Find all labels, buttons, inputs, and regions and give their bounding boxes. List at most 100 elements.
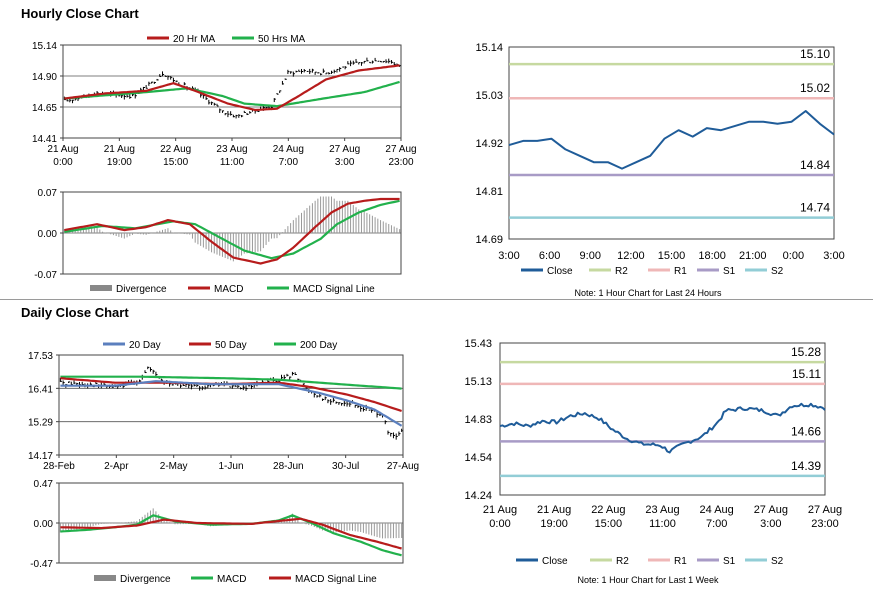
daily-levels-xtick-label: 21 Aug — [537, 504, 571, 516]
hourly-levels-xtick-label: 3:00 — [498, 250, 519, 262]
hourly-level-s2-label: 14.74 — [800, 201, 830, 215]
hourly-levels-xtick-label: 21:00 — [739, 250, 767, 262]
daily-levels-xtick-label: 0:00 — [489, 518, 510, 530]
daily-ma-xtick-label: 30-Jul — [332, 461, 359, 472]
daily-macd-legend-swatch — [94, 575, 116, 581]
daily-ma-xtick-label: 28-Feb — [43, 461, 75, 472]
hourly-section-title: Hourly Close Chart — [21, 6, 139, 21]
daily-ma-xtick-label: 28-Jun — [273, 461, 304, 472]
daily-levels-legend-label: R1 — [674, 556, 687, 567]
daily-levels-xtick-label: 21 Aug — [483, 504, 517, 516]
hourly-ma-frame — [62, 44, 402, 139]
daily-levels-note: Note: 1 Hour Chart for Last 1 Week — [578, 575, 719, 585]
hourly-levels-xtick-label: 3:00 — [823, 250, 844, 262]
daily-ma-xtick-label: 2-Apr — [104, 461, 129, 472]
hourly-ma-legend-label: 20 Hr MA — [173, 34, 216, 45]
hourly-levels-xtick-label: 6:00 — [539, 250, 560, 262]
daily-levels-xtick-label: 22 Aug — [591, 504, 625, 516]
hourly-levels-ytick-label: 14.92 — [475, 138, 503, 150]
daily-levels-xtick-label: 11:00 — [649, 518, 676, 530]
daily-level-r1-label: 15.11 — [792, 367, 821, 381]
daily-levels-legend-label: R2 — [616, 556, 629, 567]
hourly-level-s1-label: 14.84 — [800, 158, 830, 172]
section-divider — [0, 299, 873, 300]
hourly-macd-line — [64, 197, 400, 265]
hourly-levels-legend-label: Close — [547, 266, 573, 277]
hourly-macd-frame — [62, 191, 402, 275]
daily-ma-ytick-label: 17.53 — [28, 351, 53, 362]
daily-levels-xtick-label: 19:00 — [540, 518, 568, 530]
hourly-levels-ytick-label: 14.69 — [475, 234, 503, 246]
hourly-ma-xtick-label: 21 Aug — [104, 144, 135, 155]
hourly-macd-ytick-label: 0.07 — [38, 188, 58, 199]
hourly-levels-xtick-label: 9:00 — [580, 250, 601, 262]
daily-levels-xtick-label: 27 Aug — [808, 504, 842, 516]
hourly-levels-ytick-label: 15.14 — [475, 42, 503, 54]
hourly-ma-xtick-label: 27 Aug — [329, 144, 360, 155]
hourly-ma-xtick-label: 21 Aug — [47, 144, 78, 155]
daily-ma-legend-label: 20 Day — [129, 340, 161, 351]
daily-levels-xtick-label: 7:00 — [706, 518, 727, 530]
hourly-levels-frame — [508, 46, 835, 240]
daily-levels-legend-label: Close — [542, 556, 568, 567]
hourly-ma-xtick-label: 27 Aug — [385, 144, 416, 155]
hourly-macd-legend-swatch — [90, 285, 112, 291]
hourly-ma-xtick-label: 24 Aug — [273, 144, 304, 155]
daily-macd-legend-label: Divergence — [120, 574, 171, 585]
daily-macd-legend-label: MACD — [217, 574, 246, 585]
hourly-ma-ytick-label: 14.65 — [32, 103, 57, 114]
hourly-levels-legend-label: S1 — [723, 266, 736, 277]
hourly-ma20-line — [64, 64, 400, 112]
daily-levels-ytick-label: 14.24 — [464, 490, 492, 502]
hourly-ma-xtick-label: 11:00 — [220, 157, 245, 168]
daily-ma-ytick-label: 16.41 — [28, 384, 53, 395]
hourly-ma-xtick-label: 0:00 — [53, 157, 73, 168]
daily-macd-signal-line — [60, 517, 402, 550]
hourly-ma-xtick-label: 23 Aug — [216, 144, 247, 155]
hourly-ma-xtick-label: 15:00 — [163, 157, 188, 168]
daily-ma-legend-label: 50 Day — [215, 340, 247, 351]
daily-levels-xtick-label: 23:00 — [811, 518, 839, 530]
daily-ma-frame — [58, 354, 404, 456]
daily-levels-ytick-label: 14.83 — [464, 414, 492, 426]
daily-macd-ytick-label: -0.47 — [30, 559, 53, 570]
daily-levels-legend-label: S2 — [771, 556, 784, 567]
daily-levels-legend-label: S1 — [723, 556, 736, 567]
daily-ma-xtick-label: 1-Jun — [218, 461, 243, 472]
daily-macd-ytick-label: 0.47 — [34, 479, 54, 490]
hourly-macd-ytick-label: 0.00 — [38, 229, 58, 240]
daily-macd-ytick-label: 0.00 — [34, 519, 54, 530]
hourly-ma-legend-label: 50 Hrs MA — [258, 34, 306, 45]
hourly-ma-xtick-label: 7:00 — [279, 157, 299, 168]
daily-macd-line — [60, 514, 402, 557]
hourly-levels-xtick-label: 12:00 — [617, 250, 645, 262]
hourly-levels-xtick-label: 15:00 — [658, 250, 686, 262]
hourly-macd-legend-label: Divergence — [116, 284, 167, 295]
hourly-close-line — [508, 110, 835, 170]
daily-level-s2-label: 14.39 — [791, 459, 821, 473]
daily-levels-ytick-label: 14.54 — [464, 452, 492, 464]
daily-section-title: Daily Close Chart — [21, 305, 129, 320]
daily-levels-xtick-label: 15:00 — [595, 518, 623, 530]
daily-level-s1-label: 14.66 — [791, 424, 821, 438]
daily-levels-xtick-label: 3:00 — [760, 518, 781, 530]
hourly-ma-ytick-label: 14.41 — [32, 134, 57, 145]
daily-macd-frame — [58, 482, 404, 564]
hourly-levels-legend-label: R2 — [615, 266, 628, 277]
hourly-macd-legend-label: MACD Signal Line — [293, 284, 375, 295]
hourly-levels-legend-label: R1 — [674, 266, 687, 277]
daily-ma-xtick-label: 2-May — [160, 461, 188, 472]
daily-ma50-line — [60, 377, 402, 413]
daily-ma-ytick-label: 14.17 — [28, 451, 53, 462]
hourly-macd-signal-line — [64, 199, 400, 260]
daily-level-r2-label: 15.28 — [791, 345, 821, 359]
hourly-level-r2-label: 15.10 — [800, 47, 830, 61]
hourly-level-r1-label: 15.02 — [800, 81, 830, 95]
hourly-levels-ytick-label: 15.03 — [475, 90, 503, 102]
hourly-ma-ytick-label: 14.90 — [32, 72, 57, 83]
daily-levels-ytick-label: 15.13 — [464, 376, 492, 388]
hourly-levels-xtick-label: 0:00 — [783, 250, 804, 262]
hourly-macd-legend-label: MACD — [214, 284, 243, 295]
hourly-levels-note: Note: 1 Hour Chart for Last 24 Hours — [574, 288, 722, 298]
